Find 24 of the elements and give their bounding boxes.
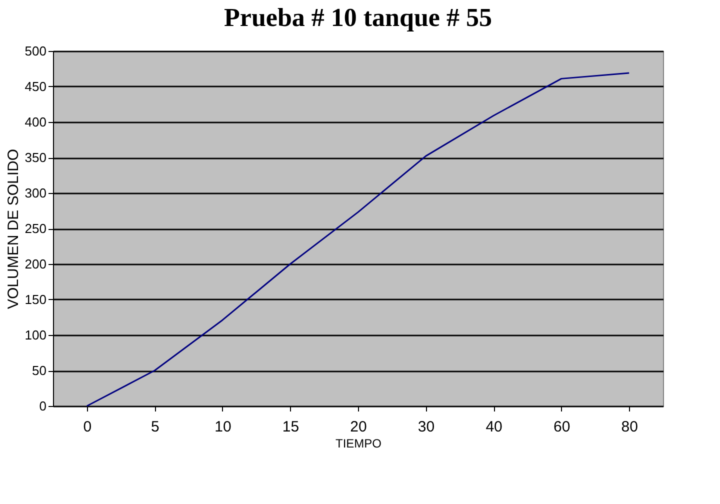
y-tick-label: 500 — [24, 44, 46, 58]
y-tick-label: 450 — [24, 79, 46, 94]
y-axis-title: VOLUMEN DE SOLIDO — [4, 148, 22, 310]
x-tick-label: 60 — [553, 418, 570, 436]
x-axis-title: TIEMPO — [335, 436, 382, 450]
y-tick-label: 400 — [24, 114, 46, 130]
y-tick-label: 100 — [24, 328, 46, 342]
x-tick-label: 0 — [83, 418, 92, 436]
y-tick-label: 350 — [24, 150, 46, 165]
x-tick-label: 5 — [150, 418, 160, 436]
line-series — [86, 72, 630, 407]
x-tick-label: 10 — [214, 418, 232, 436]
x-tick-label: 80 — [621, 418, 638, 436]
x-tick-label: 20 — [350, 418, 367, 436]
x-tick-label: 15 — [282, 418, 300, 436]
y-tick-label: 0 — [39, 398, 46, 414]
y-tick-label: 250 — [24, 221, 46, 236]
y-tick-label: 200 — [24, 256, 46, 272]
y-tick-label: 300 — [24, 186, 46, 200]
chart-title: Prueba # 10 tanque # 55 — [224, 3, 492, 32]
x-tick-label: 30 — [418, 418, 435, 436]
x-tick-label: 40 — [486, 418, 502, 436]
y-tick-label: 50 — [32, 363, 46, 378]
y-tick-label: 150 — [24, 292, 46, 307]
